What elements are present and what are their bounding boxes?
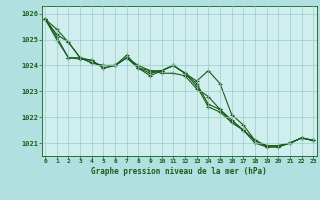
X-axis label: Graphe pression niveau de la mer (hPa): Graphe pression niveau de la mer (hPa) <box>91 167 267 176</box>
